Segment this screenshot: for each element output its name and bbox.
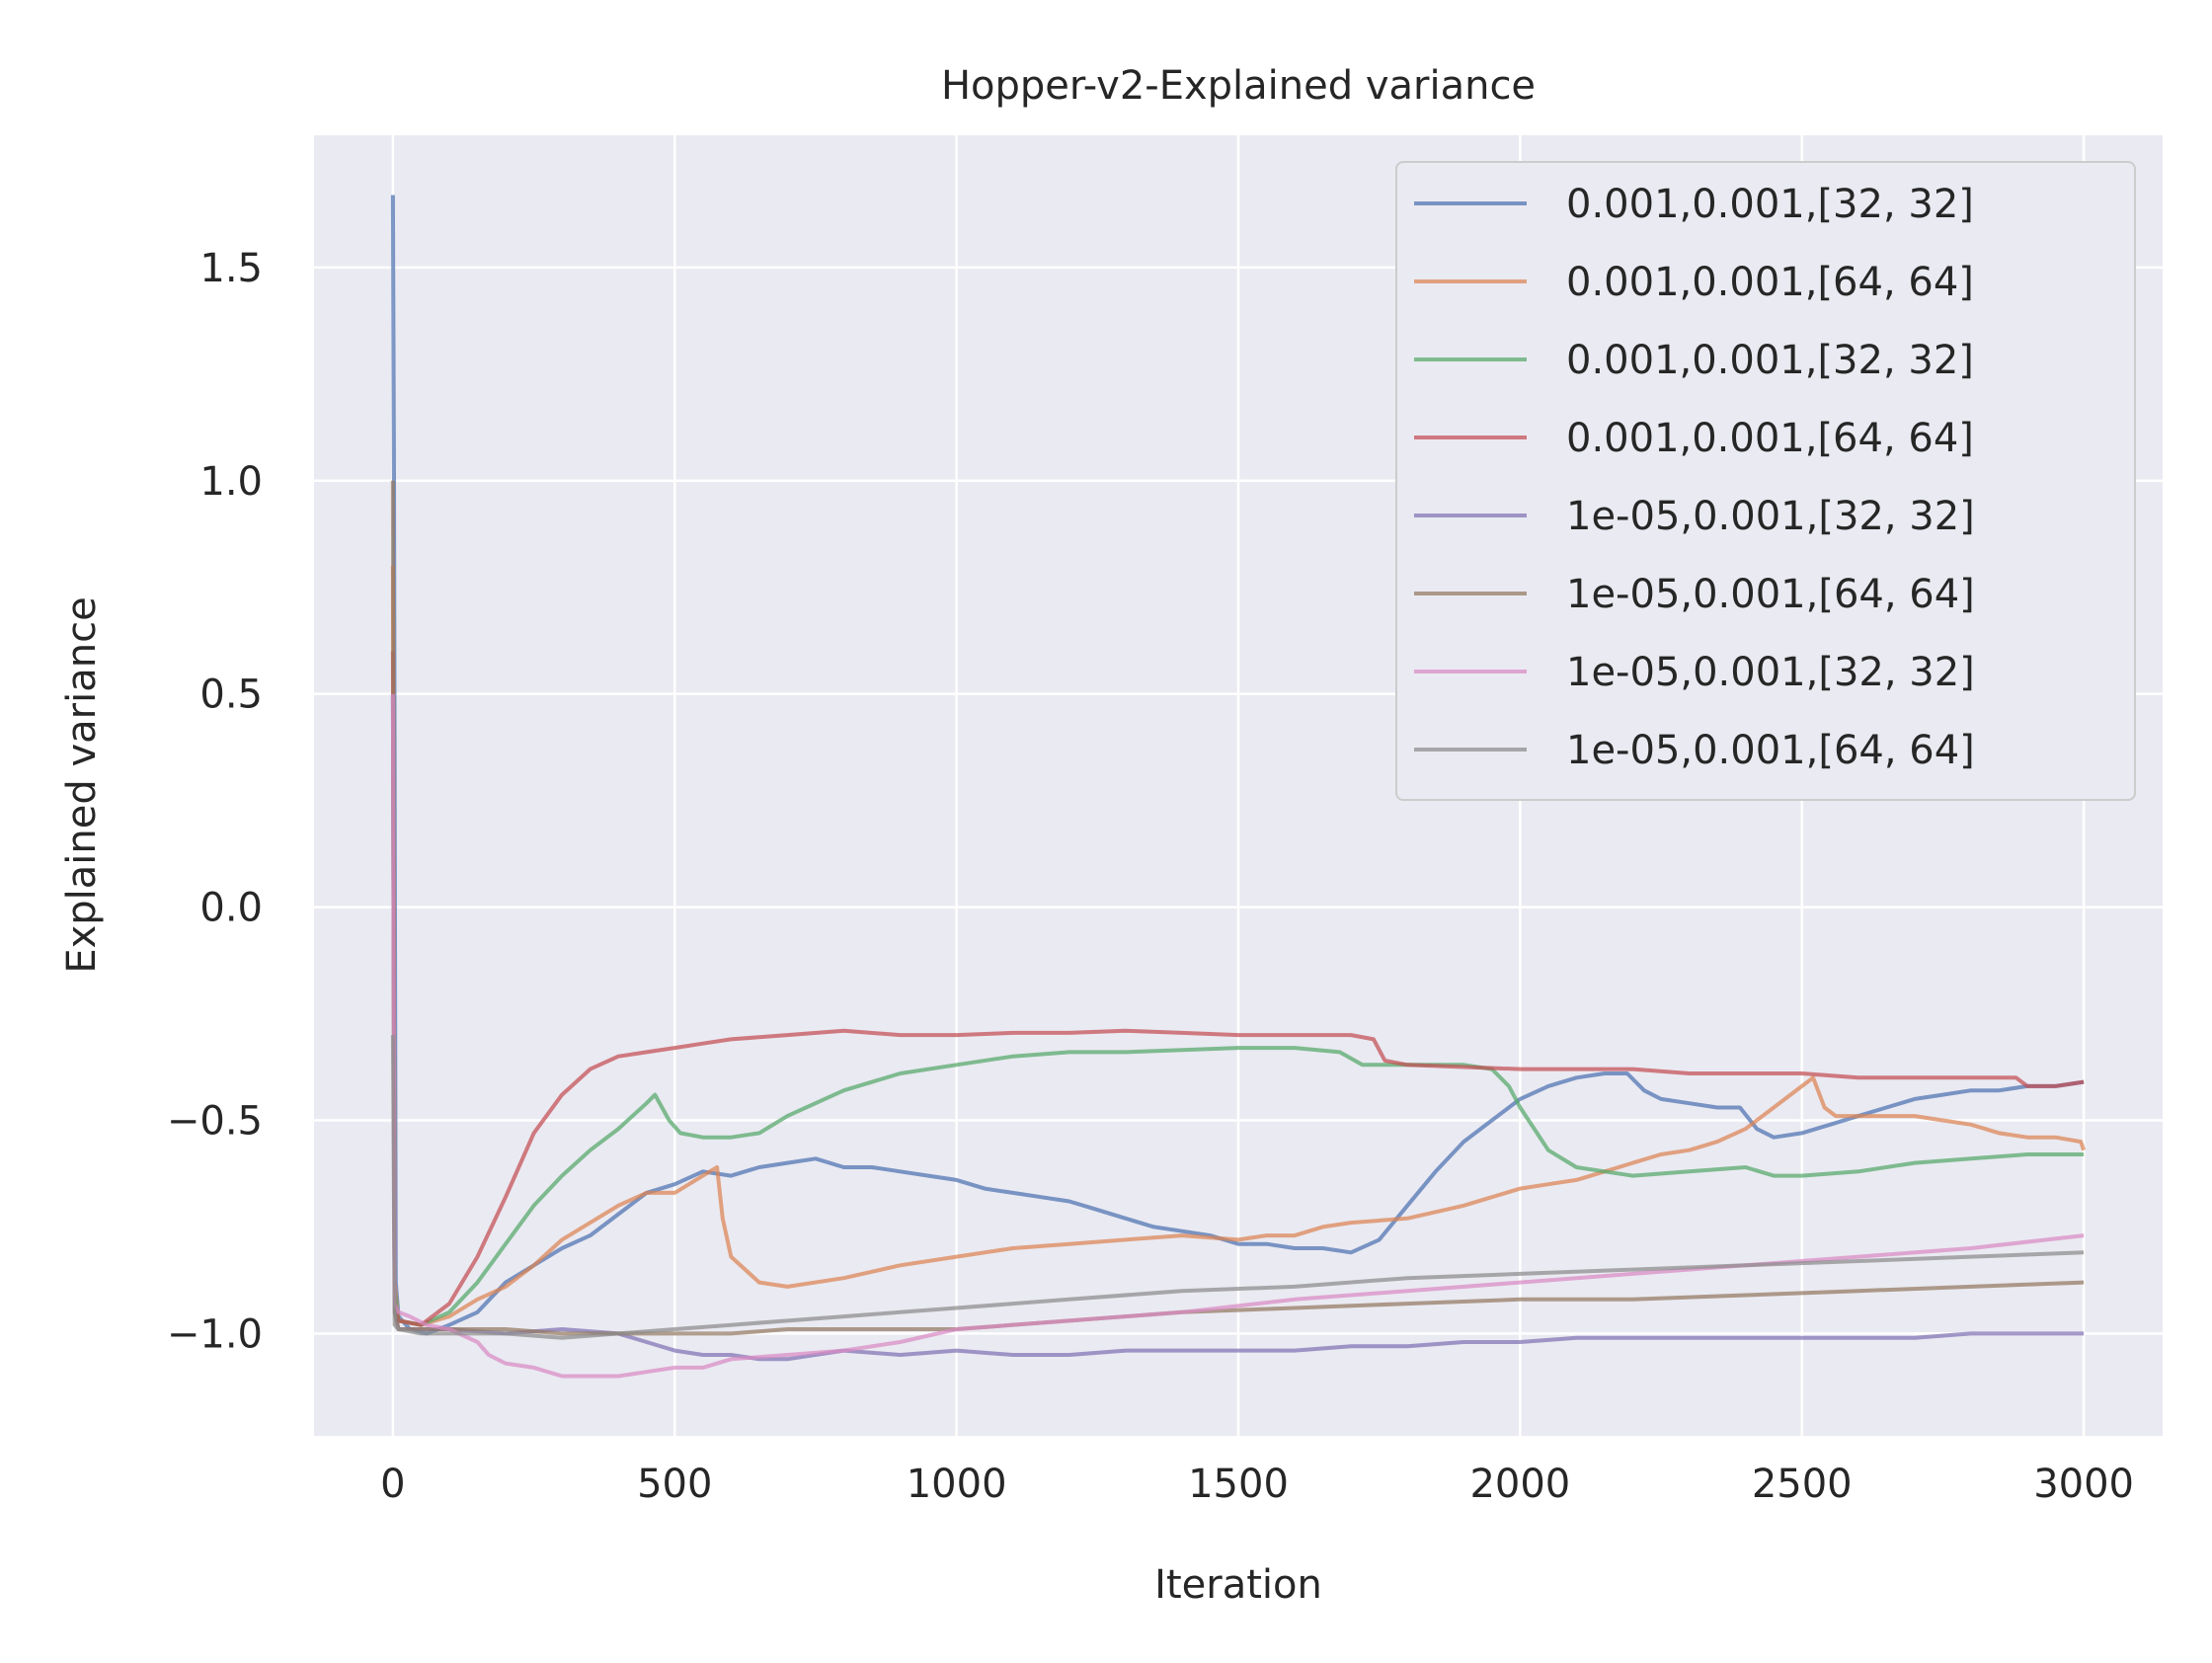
- series-lines: [390, 195, 2086, 1379]
- series-line-8: [390, 1035, 2085, 1340]
- x-tick-label: 500: [637, 1462, 712, 1507]
- y-tick-label: 1.5: [199, 246, 263, 291]
- legend-label-4: 0.001,0.001,[64, 64]: [1566, 416, 1974, 461]
- legend: 0.001,0.001,[32, 32] 0.001,0.001,[64, 64]…: [1395, 161, 2136, 801]
- x-tick-label: 0: [380, 1462, 405, 1507]
- x-tick-label: 1500: [1188, 1462, 1289, 1507]
- chart-title: Hopper-v2-Explained variance: [941, 63, 1536, 109]
- axis-ticks: 0 500 1000 1500 2000 2500 3000 1.5 1.0 0.5 0.0 −0.5…: [167, 246, 2134, 1507]
- legend-label-1: 0.001,0.001,[32, 32]: [1566, 182, 1974, 227]
- y-tick-label: −1.0: [167, 1311, 263, 1357]
- x-tick-label: 1000: [907, 1462, 1007, 1507]
- series-line-5: [390, 693, 2085, 1362]
- y-tick-label: 0.5: [199, 673, 263, 718]
- x-tick-label: 2500: [1752, 1462, 1853, 1507]
- legend-box: [1395, 161, 2136, 801]
- legend-label-8: 1e-05,0.001,[64, 64]: [1566, 728, 1975, 773]
- series-line-3: [390, 693, 2085, 1327]
- x-tick-label: 3000: [2033, 1462, 2134, 1507]
- y-axis-label: Explained variance: [59, 596, 105, 973]
- legend-label-7: 1e-05,0.001,[32, 32]: [1566, 650, 1975, 695]
- y-tick-label: 1.0: [199, 459, 263, 505]
- y-tick-label: −0.5: [167, 1098, 263, 1144]
- series-line-7: [390, 693, 2085, 1379]
- series-line-1: [390, 195, 2085, 1336]
- legend-label-3: 0.001,0.001,[32, 32]: [1566, 338, 1974, 383]
- series-line-4: [390, 651, 2085, 1327]
- x-axis-label: Iteration: [1154, 1562, 1322, 1608]
- y-tick-label: 0.0: [199, 886, 263, 931]
- x-tick-label: 2000: [1469, 1462, 1570, 1507]
- legend-label-6: 1e-05,0.001,[64, 64]: [1566, 572, 1975, 617]
- legend-label-5: 1e-05,0.001,[32, 32]: [1566, 494, 1975, 539]
- series-line-2: [390, 566, 2086, 1327]
- legend-label-2: 0.001,0.001,[64, 64]: [1566, 260, 1974, 305]
